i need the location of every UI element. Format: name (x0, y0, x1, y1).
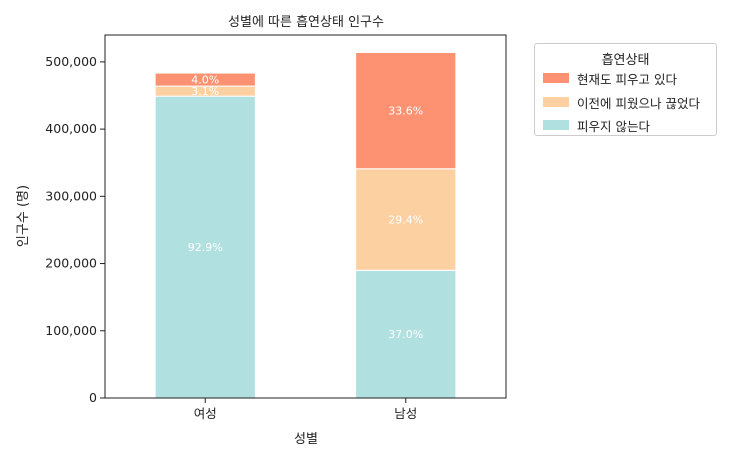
legend-swatch (543, 73, 569, 83)
x-axis-title: 성별 (294, 432, 318, 447)
legend-label: 이전에 피웠으나 끊었다 (577, 95, 700, 111)
chart-title: 성별에 따른 흡연상태 인구수 (228, 15, 384, 30)
bar-data-label: 33.6% (388, 105, 423, 118)
y-tick-label: 400,000 (45, 121, 97, 136)
bar-data-label: 37.0% (388, 328, 423, 341)
plot-frame (104, 34, 507, 399)
bar-segment (355, 51, 457, 170)
legend-item-current-smoker: 현재도 피우고 있다 (543, 70, 677, 87)
legend-item-never-smoker: 피우지 않는다 (543, 117, 650, 134)
legend: 흡연상태 현재도 피우고 있다 이전에 피웠으나 끊었다 피우지 않는다 (534, 43, 717, 136)
bar-data-label: 29.4% (388, 214, 423, 227)
bar-data-label: 3.1% (191, 85, 219, 98)
legend-swatch (543, 97, 569, 107)
x-axis-ticks: 여성 남성 (194, 398, 417, 421)
y-tick-label: 200,000 (45, 256, 97, 271)
legend-label: 피우지 않는다 (577, 118, 650, 134)
x-tick-label: 여성 (194, 406, 217, 421)
x-tick-label: 남성 (394, 406, 417, 421)
y-axis-ticks: 0 100,000 200,000 300,000 400,000 500,000 (45, 54, 105, 405)
bar-segment (154, 72, 256, 87)
y-tick-label: 0 (89, 390, 97, 405)
y-tick-label: 300,000 (45, 188, 97, 203)
bar-segment (355, 269, 457, 399)
legend-item-former-smoker: 이전에 피웠으나 끊었다 (543, 94, 700, 111)
y-tick-label: 500,000 (45, 54, 97, 69)
bars-group: 92.9% 3.1%4.0% 37.0% 29.4% 33.6% (154, 51, 457, 399)
bar-segment (154, 95, 256, 399)
bar-data-label: 4.0% (191, 74, 219, 87)
y-axis-title: 인구수 (명) (16, 185, 31, 247)
legend-swatch (543, 120, 569, 130)
legend-title: 흡연상태 (601, 53, 650, 68)
bar-data-label: 92.9% (188, 241, 223, 254)
bar-segment (355, 168, 457, 271)
y-tick-label: 100,000 (45, 323, 97, 338)
legend-label: 현재도 피우고 있다 (577, 71, 677, 87)
